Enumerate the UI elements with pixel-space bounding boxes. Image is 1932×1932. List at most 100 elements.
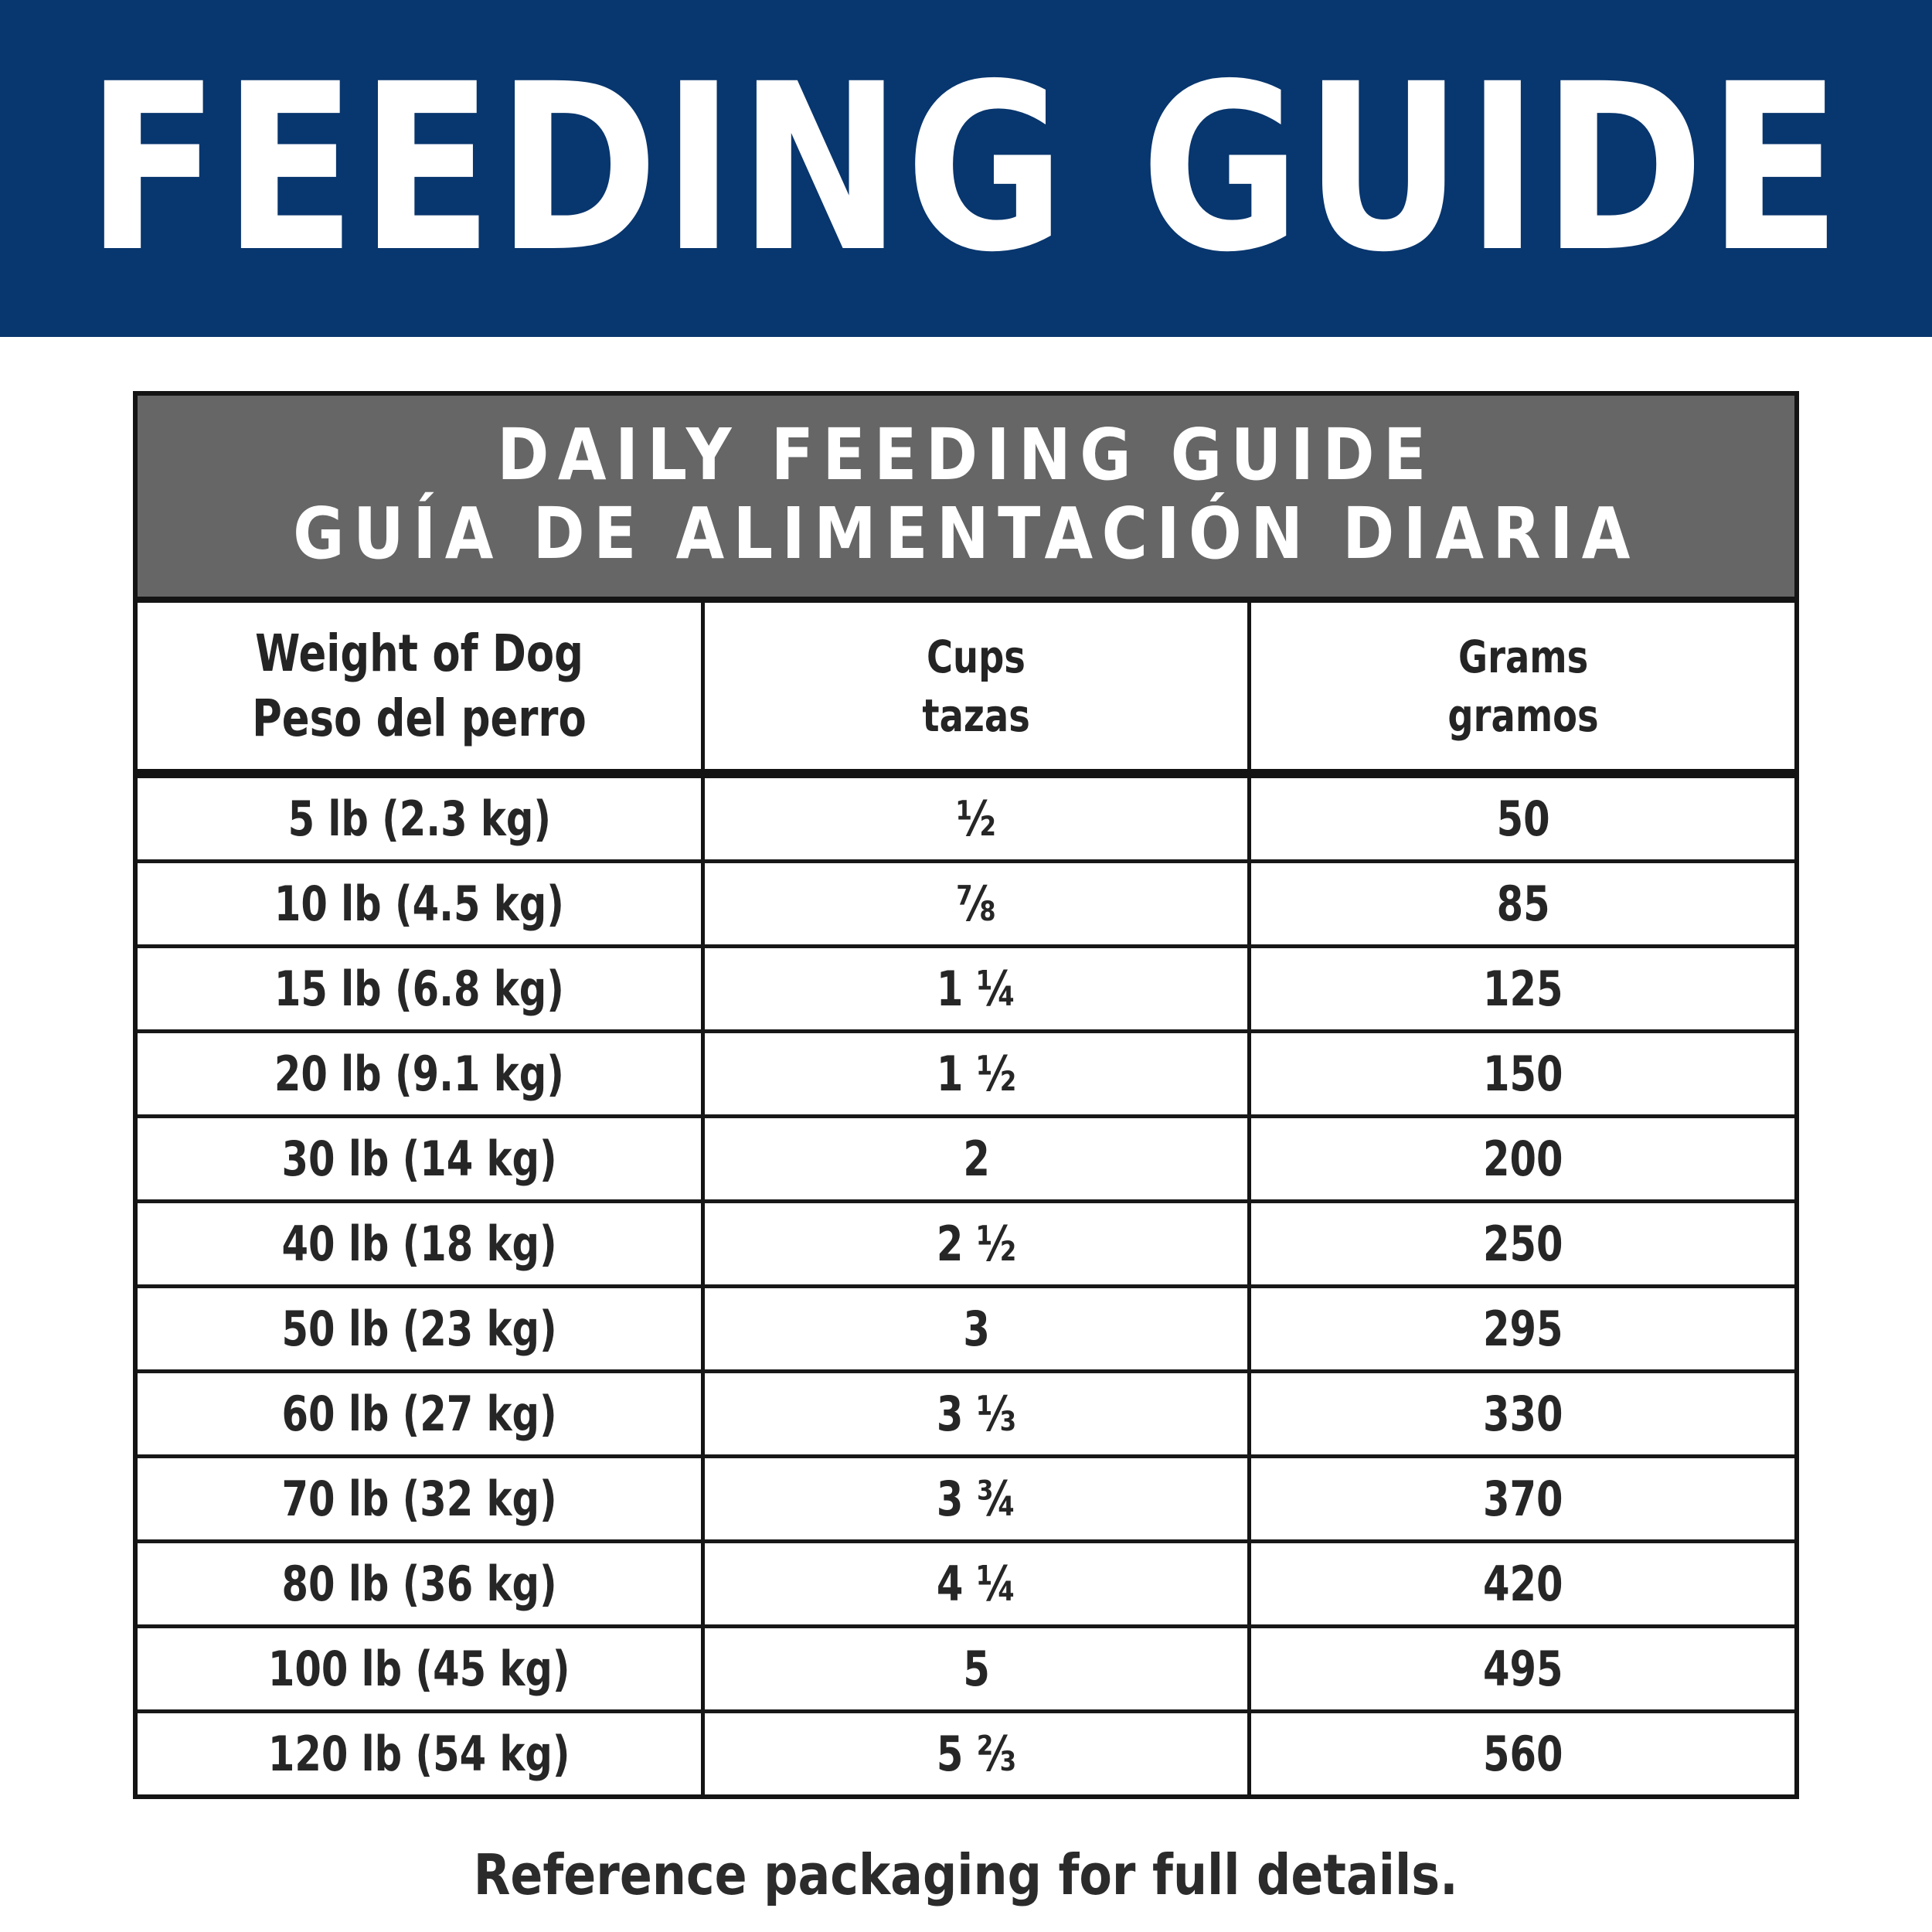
- column-header-cups-es: tazas: [922, 689, 1030, 742]
- grams-cell: 125: [1247, 948, 1794, 1029]
- table-title-bar: DAILY FEEDING GUIDE GUÍA DE ALIMENTACIÓN…: [138, 396, 1794, 603]
- cups-value: 2 ½: [936, 1216, 1016, 1272]
- grams-value: 150: [1482, 1046, 1563, 1102]
- table-row: 20 lb (9.1 kg) 1 ½ 150: [138, 1033, 1794, 1118]
- table-row: 120 lb (54 kg) 5 ⅔ 560: [138, 1713, 1794, 1794]
- footer-note: Reference packaging for full details.: [0, 1842, 1932, 1907]
- cups-value: 1 ½: [936, 1046, 1016, 1102]
- grams-value: 200: [1482, 1131, 1563, 1187]
- weight-cell: 100 lb (45 kg): [138, 1628, 701, 1709]
- table-row: 40 lb (18 kg) 2 ½ 250: [138, 1203, 1794, 1288]
- column-header-grams-es: gramos: [1447, 689, 1599, 742]
- table-title-en: DAILY FEEDING GUIDE: [497, 413, 1435, 496]
- weight-value: 15 lb (6.8 kg): [274, 961, 564, 1017]
- cups-cell: 3: [700, 1288, 1248, 1369]
- weight-cell: 30 lb (14 kg): [138, 1118, 701, 1199]
- grams-cell: 150: [1247, 1033, 1794, 1114]
- weight-value: 80 lb (36 kg): [281, 1556, 557, 1612]
- weight-value: 20 lb (9.1 kg): [274, 1046, 564, 1102]
- column-header-weight-en: Weight of Dog: [255, 623, 583, 683]
- weight-value: 70 lb (32 kg): [281, 1471, 557, 1527]
- cups-cell: 4 ¼: [700, 1543, 1248, 1624]
- weight-value: 10 lb (4.5 kg): [274, 876, 564, 932]
- cups-value: 2: [962, 1131, 990, 1187]
- weight-cell: 10 lb (4.5 kg): [138, 863, 701, 944]
- cups-cell: 5 ⅔: [700, 1713, 1248, 1794]
- weight-cell: 70 lb (32 kg): [138, 1458, 701, 1539]
- daily-feeding-guide-table: DAILY FEEDING GUIDE GUÍA DE ALIMENTACIÓN…: [133, 391, 1799, 1799]
- column-header-weight-es: Peso del perro: [252, 688, 587, 748]
- weight-value: 30 lb (14 kg): [281, 1131, 557, 1187]
- grams-value: 50: [1496, 791, 1550, 847]
- column-header-cups: Cups tazas: [700, 603, 1248, 769]
- cups-cell: 1 ½: [700, 1033, 1248, 1114]
- weight-value: 100 lb (45 kg): [268, 1641, 570, 1697]
- grams-value: 420: [1482, 1556, 1563, 1612]
- grams-cell: 420: [1247, 1543, 1794, 1624]
- cups-cell: ½: [700, 778, 1248, 859]
- grams-cell: 50: [1247, 778, 1794, 859]
- table-row: 50 lb (23 kg) 3 295: [138, 1288, 1794, 1373]
- grams-value: 560: [1482, 1726, 1563, 1782]
- cups-value: 5 ⅔: [936, 1726, 1016, 1782]
- grams-value: 125: [1482, 961, 1563, 1017]
- weight-value: 40 lb (18 kg): [281, 1216, 557, 1272]
- column-header-cups-en: Cups: [927, 630, 1026, 683]
- table-row: 30 lb (14 kg) 2 200: [138, 1118, 1794, 1203]
- cups-cell: 5: [700, 1628, 1248, 1709]
- cups-value: 3: [962, 1301, 990, 1357]
- weight-cell: 15 lb (6.8 kg): [138, 948, 701, 1029]
- table-row: 15 lb (6.8 kg) 1 ¼ 125: [138, 948, 1794, 1033]
- cups-value: 5: [962, 1641, 990, 1697]
- grams-value: 295: [1482, 1301, 1563, 1357]
- table-header-row: Weight of Dog Peso del perro Cups tazas …: [138, 603, 1794, 778]
- weight-value: 60 lb (27 kg): [281, 1386, 557, 1442]
- grams-value: 250: [1482, 1216, 1563, 1272]
- cups-cell: 1 ¼: [700, 948, 1248, 1029]
- page-title: FEEDING GUIDE: [87, 34, 1845, 303]
- weight-cell: 5 lb (2.3 kg): [138, 778, 701, 859]
- cups-cell: 3 ¾: [700, 1458, 1248, 1539]
- table-row: 5 lb (2.3 kg) ½ 50: [138, 778, 1794, 863]
- cups-value: 1 ¼: [936, 961, 1016, 1017]
- weight-cell: 40 lb (18 kg): [138, 1203, 701, 1284]
- cups-cell: 2: [700, 1118, 1248, 1199]
- grams-cell: 370: [1247, 1458, 1794, 1539]
- grams-cell: 495: [1247, 1628, 1794, 1709]
- column-header-weight: Weight of Dog Peso del perro: [138, 603, 701, 769]
- cups-cell: ⅞: [700, 863, 1248, 944]
- feeding-guide-banner: FEEDING GUIDE: [0, 0, 1932, 337]
- weight-cell: 60 lb (27 kg): [138, 1373, 701, 1454]
- grams-cell: 330: [1247, 1373, 1794, 1454]
- column-header-grams-en: Grams: [1458, 630, 1588, 683]
- weight-cell: 20 lb (9.1 kg): [138, 1033, 701, 1114]
- table-row: 70 lb (32 kg) 3 ¾ 370: [138, 1458, 1794, 1543]
- table-row: 10 lb (4.5 kg) ⅞ 85: [138, 863, 1794, 948]
- grams-value: 370: [1482, 1471, 1563, 1527]
- cups-cell: 2 ½: [700, 1203, 1248, 1284]
- grams-cell: 200: [1247, 1118, 1794, 1199]
- grams-value: 85: [1496, 876, 1550, 932]
- grams-value: 495: [1482, 1641, 1563, 1697]
- weight-cell: 120 lb (54 kg): [138, 1713, 701, 1794]
- column-header-grams: Grams gramos: [1247, 603, 1794, 769]
- table-body: 5 lb (2.3 kg) ½ 50 10 lb (4.5 kg) ⅞ 85 1…: [138, 778, 1794, 1794]
- grams-cell: 560: [1247, 1713, 1794, 1794]
- table-row: 80 lb (36 kg) 4 ¼ 420: [138, 1543, 1794, 1628]
- grams-value: 330: [1482, 1386, 1563, 1442]
- grams-cell: 250: [1247, 1203, 1794, 1284]
- cups-value: 3 ¾: [936, 1471, 1016, 1527]
- cups-value: 3 ⅓: [936, 1386, 1016, 1442]
- cups-value: 4 ¼: [936, 1556, 1016, 1612]
- cups-value: ⅞: [956, 876, 996, 932]
- grams-cell: 85: [1247, 863, 1794, 944]
- table-row: 60 lb (27 kg) 3 ⅓ 330: [138, 1373, 1794, 1458]
- weight-value: 120 lb (54 kg): [268, 1726, 570, 1782]
- weight-cell: 50 lb (23 kg): [138, 1288, 701, 1369]
- cups-value: ½: [956, 791, 996, 847]
- grams-cell: 295: [1247, 1288, 1794, 1369]
- table-row: 100 lb (45 kg) 5 495: [138, 1628, 1794, 1713]
- weight-value: 50 lb (23 kg): [281, 1301, 557, 1357]
- cups-cell: 3 ⅓: [700, 1373, 1248, 1454]
- weight-value: 5 lb (2.3 kg): [287, 791, 551, 847]
